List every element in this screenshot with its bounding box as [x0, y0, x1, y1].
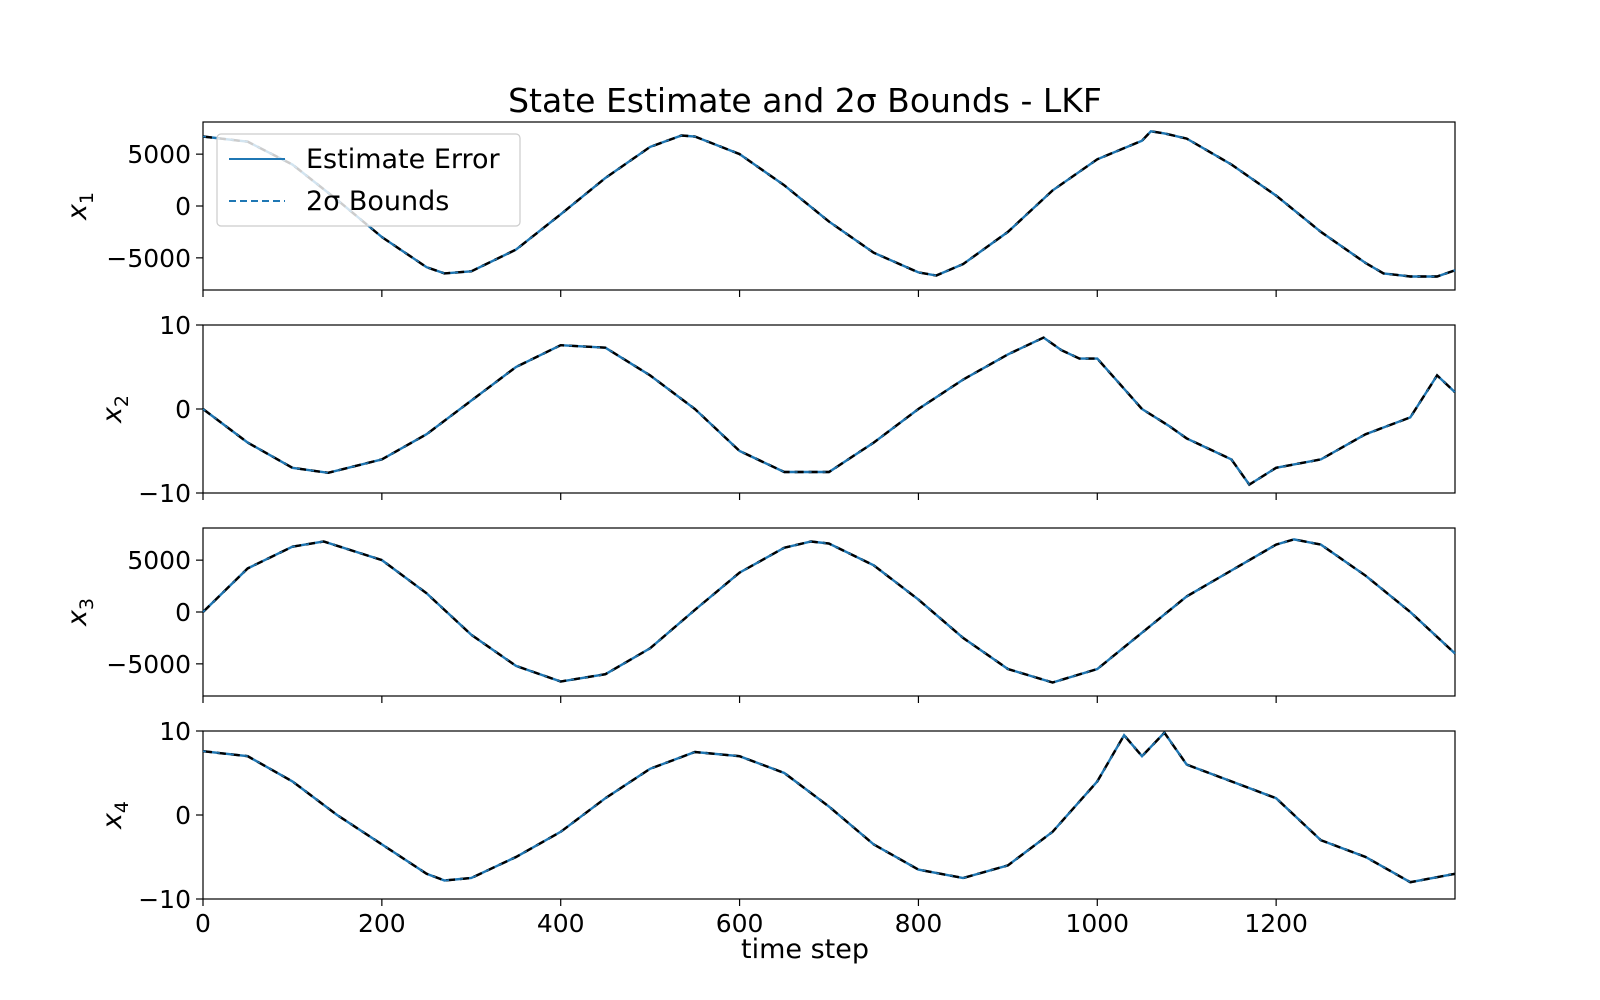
y-axis-label-base: x — [97, 406, 128, 424]
chart-title: State Estimate and 2σ Bounds - LKF — [508, 81, 1102, 120]
y-tick-label: −5000 — [106, 244, 191, 273]
y-axis-label-base: x — [62, 609, 93, 627]
x-tick-label: 600 — [716, 909, 764, 938]
y-axis-label-base: x — [97, 812, 128, 830]
subplot-frame — [202, 730, 1456, 900]
y-tick-label: −5000 — [106, 650, 191, 679]
estimate-error-line — [202, 538, 1456, 684]
y-axis-label-subscript: 2 — [111, 395, 133, 407]
y-tick-label: 0 — [175, 801, 191, 830]
x-tick-label: 0 — [195, 909, 211, 938]
y-axis-label-subscript: 1 — [76, 192, 98, 204]
y-tick-label: −10 — [138, 885, 191, 914]
y-axis-label-subscript: 3 — [76, 598, 98, 610]
subplot-frame — [202, 527, 1456, 697]
y-tick-label: −10 — [138, 479, 191, 508]
y-tick-label: 10 — [159, 717, 191, 746]
bound-line-lower — [202, 731, 1456, 884]
y-axis-label: x3 — [62, 598, 98, 627]
bound-line-lower — [202, 538, 1456, 684]
y-tick-label: 0 — [175, 598, 191, 627]
y-axis-label-subscript: 4 — [111, 801, 133, 813]
x-tick-label: 200 — [358, 909, 406, 938]
y-tick-label: 5000 — [127, 546, 191, 575]
y-tick-label: 5000 — [127, 140, 191, 169]
y-tick-label: 10 — [159, 311, 191, 340]
estimate-error-line — [202, 336, 1456, 487]
y-tick-label: 0 — [175, 192, 191, 221]
legend-label: Estimate Error — [306, 144, 501, 175]
bound-line-upper — [202, 538, 1456, 684]
y-axis-label: x2 — [97, 395, 133, 424]
x-tick-label: 1200 — [1244, 909, 1308, 938]
y-axis-label-base: x — [62, 203, 93, 221]
subplot-1: 5000 0 −5000 x1 — [62, 121, 1456, 297]
bound-line-lower — [202, 130, 1456, 278]
legend-label: 2σ Bounds — [306, 186, 449, 217]
bound-line-lower — [202, 336, 1456, 486]
subplot-2: 10 0 −10 x2 — [97, 311, 1456, 508]
y-axis-label: x1 — [62, 192, 98, 221]
y-tick-label: 0 — [175, 395, 191, 424]
legend: Estimate Error 2σ Bounds — [216, 133, 521, 227]
subplot-3: 5000 0 −5000 x3 — [62, 527, 1456, 703]
bound-line-upper — [202, 336, 1456, 487]
y-axis-label: x4 — [97, 801, 133, 830]
x-tick-label: 1000 — [1065, 909, 1129, 938]
legend-box — [216, 133, 521, 227]
x-axis-label: time step — [741, 934, 869, 965]
subplot-frame — [202, 324, 1456, 494]
x-tick-label: 800 — [895, 909, 943, 938]
x-tick-label: 400 — [537, 909, 585, 938]
